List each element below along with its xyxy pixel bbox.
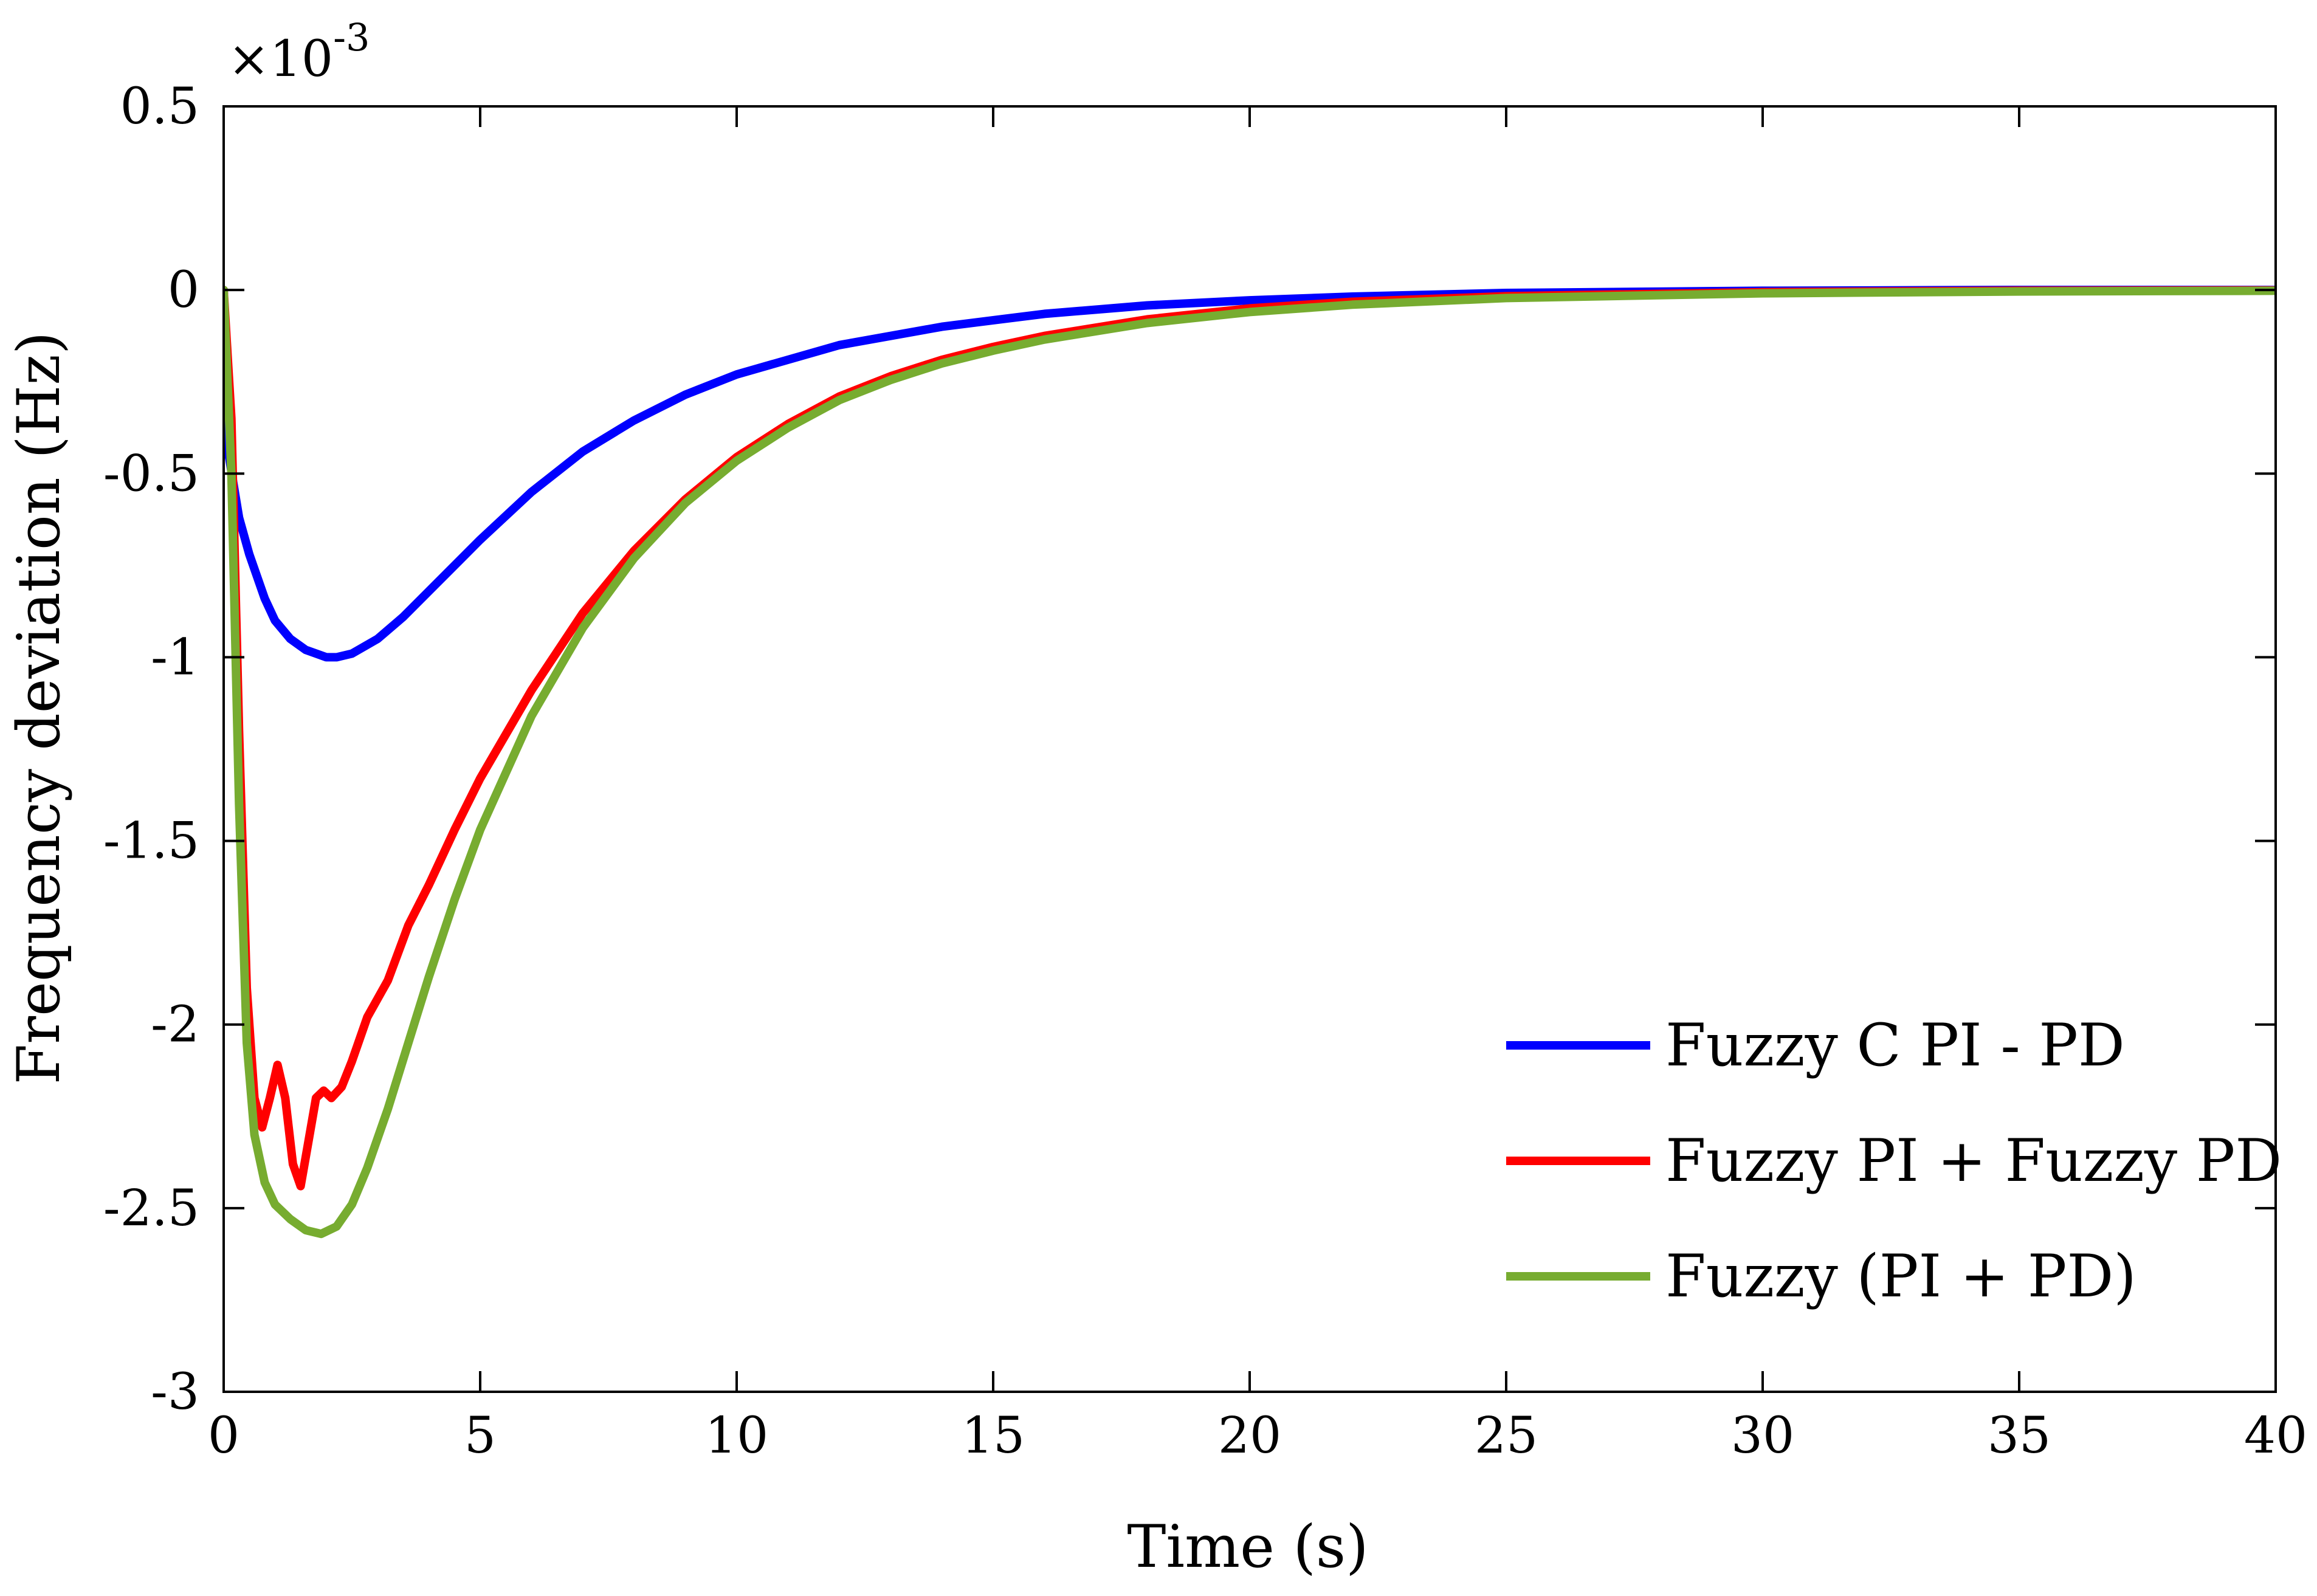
series-line-3 xyxy=(224,286,2276,1239)
x-tick-label: 40 xyxy=(2244,1407,2307,1465)
y-axis-multiplier: ×10-3 xyxy=(228,15,370,88)
y-tick-label: -2.5 xyxy=(103,1180,199,1237)
x-tick-label: 25 xyxy=(1475,1407,1538,1465)
x-tick-label: 30 xyxy=(1731,1407,1794,1465)
x-tick-label: 10 xyxy=(705,1407,768,1465)
legend-label-3: Fuzzy (PI + PD) xyxy=(1665,1242,2136,1310)
y-tick-label: 0.5 xyxy=(120,78,199,136)
x-tick-label: 5 xyxy=(464,1407,496,1465)
y-axis-title: Frequency deviation (Hz) xyxy=(5,332,73,1085)
y-tick-label: -1.5 xyxy=(103,813,199,870)
x-tick-label: 35 xyxy=(1988,1407,2051,1465)
legend-label-2: Fuzzy PI + Fuzzy PD xyxy=(1665,1127,2282,1195)
series-layer xyxy=(224,286,2276,1239)
y-tick-label: -1 xyxy=(151,628,199,686)
legend-label-1: Fuzzy C PI - PD xyxy=(1665,1011,2125,1079)
x-tick-label: 15 xyxy=(962,1407,1025,1465)
y-tick-label: -3 xyxy=(151,1363,199,1421)
ticks-layer: 0 5 10 15 20 25 30 35 40 0.5 0 -0.5 -1 -1.5 -2 -2.5 -3 xyxy=(103,78,2307,1465)
x-tick-label: 0 xyxy=(208,1407,239,1465)
y-axis-exponent: -3 xyxy=(333,15,370,60)
y-tick-label: -2 xyxy=(151,996,199,1054)
x-tick-label: 20 xyxy=(1218,1407,1281,1465)
legend: Fuzzy C PI - PD Fuzzy PI + Fuzzy PD Fuzzy … xyxy=(1506,1011,2282,1310)
y-tick-label: -0.5 xyxy=(103,445,199,503)
y-tick-label: 0 xyxy=(168,261,199,319)
series-line-1 xyxy=(224,286,2276,662)
x-axis-title: Time (s) xyxy=(1127,1513,1368,1581)
